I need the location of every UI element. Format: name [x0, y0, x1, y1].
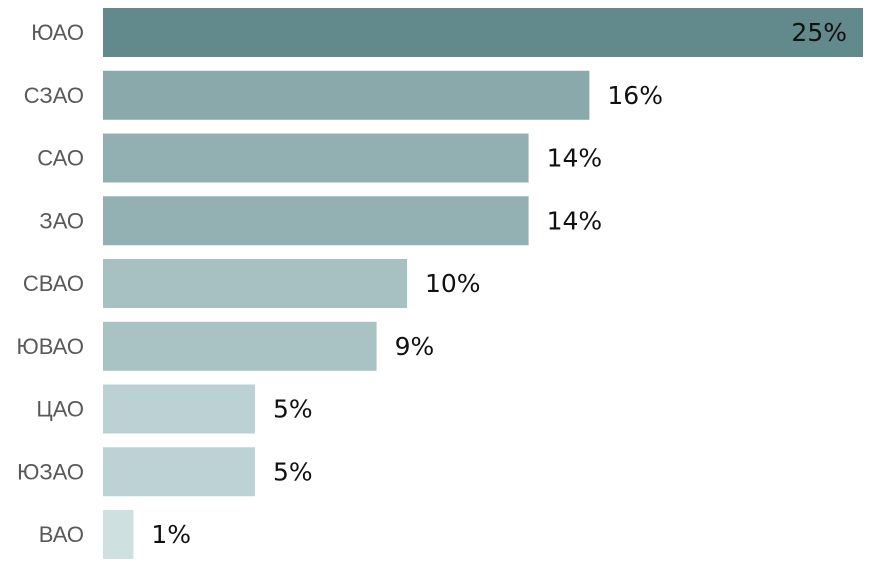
- value-label: 14%: [547, 144, 603, 173]
- category-label: ЮВАО: [17, 334, 84, 359]
- value-labels-group: 25% 16% 14% 14% 10% 9% 5% 5% 1%: [151, 18, 847, 549]
- value-label: 1%: [151, 520, 191, 549]
- bar: [103, 259, 407, 308]
- value-label: 14%: [547, 206, 603, 235]
- category-labels-group: ЮАО СЗАО САО ЗАО СВАО ЮВАО ЦАО ЮЗАО ВАО: [17, 20, 84, 547]
- category-label: СЗАО: [24, 83, 84, 108]
- value-label: 16%: [607, 81, 663, 110]
- value-label: 10%: [425, 269, 481, 298]
- bars-group: [103, 8, 863, 559]
- bar: [103, 133, 529, 183]
- bar: [103, 447, 255, 497]
- category-label: ЦАО: [36, 397, 84, 422]
- bar: [103, 384, 255, 434]
- category-label: ЮЗАО: [17, 459, 84, 484]
- category-label: СВАО: [23, 271, 84, 296]
- bar: [103, 510, 134, 559]
- value-label: 5%: [273, 395, 313, 424]
- bar: [103, 321, 377, 371]
- value-label: 25%: [791, 18, 847, 47]
- bar: [103, 196, 529, 246]
- category-label: ЗАО: [39, 208, 84, 233]
- bar: [103, 8, 863, 57]
- value-label: 9%: [395, 332, 435, 361]
- bar: [103, 70, 590, 120]
- category-label: ЮАО: [31, 20, 84, 45]
- category-label: ВАО: [39, 522, 84, 547]
- category-label: САО: [37, 146, 84, 171]
- value-label: 5%: [273, 457, 313, 486]
